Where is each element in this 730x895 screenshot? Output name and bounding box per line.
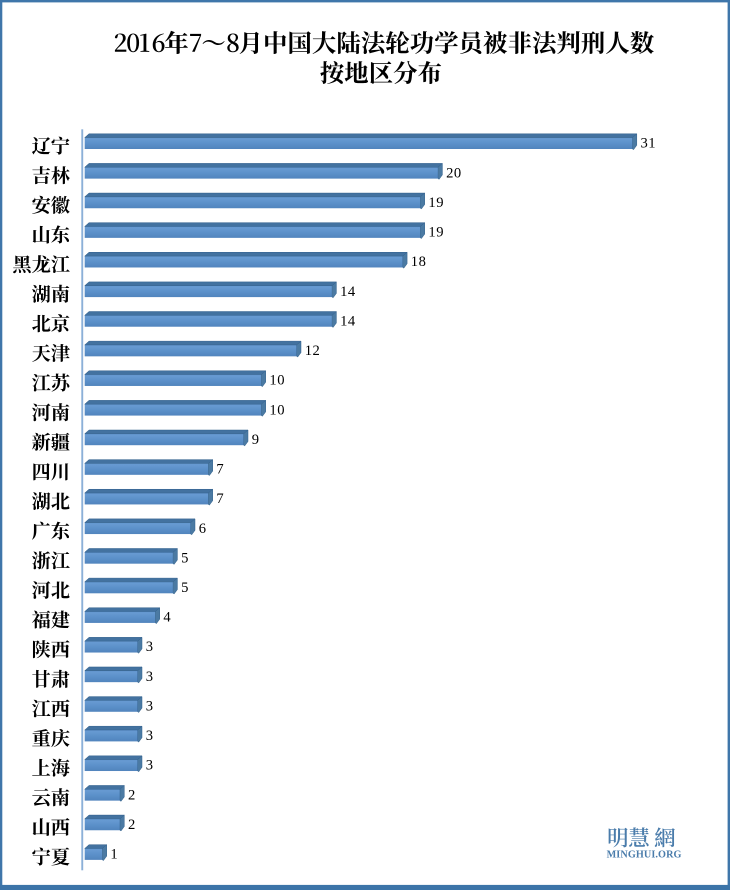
svg-text:7: 7 xyxy=(216,462,224,478)
svg-text:9: 9 xyxy=(252,432,260,448)
svg-text:19: 19 xyxy=(428,195,444,211)
svg-text:7: 7 xyxy=(216,491,224,507)
svg-text:3: 3 xyxy=(146,669,154,685)
svg-text:4: 4 xyxy=(163,610,171,626)
svg-text:14: 14 xyxy=(340,313,356,329)
svg-text:3: 3 xyxy=(146,698,154,714)
svg-text:MINGHUI.ORG: MINGHUI.ORG xyxy=(607,850,682,861)
svg-text:1: 1 xyxy=(110,847,118,863)
svg-text:3: 3 xyxy=(146,639,154,655)
svg-text:12: 12 xyxy=(305,343,321,359)
svg-text:6: 6 xyxy=(199,521,207,537)
svg-text:2: 2 xyxy=(128,787,136,803)
svg-text:10: 10 xyxy=(269,402,285,418)
svg-text:14: 14 xyxy=(340,284,356,300)
svg-text:19: 19 xyxy=(428,225,444,241)
svg-text:3: 3 xyxy=(146,758,154,774)
svg-text:3: 3 xyxy=(146,728,154,744)
svg-text:5: 5 xyxy=(181,550,189,566)
svg-text:20: 20 xyxy=(446,165,462,181)
svg-text:5: 5 xyxy=(181,580,189,596)
svg-text:31: 31 xyxy=(641,136,657,152)
svg-text:10: 10 xyxy=(269,373,285,389)
svg-text:2: 2 xyxy=(128,817,136,833)
svg-text:18: 18 xyxy=(411,254,427,270)
